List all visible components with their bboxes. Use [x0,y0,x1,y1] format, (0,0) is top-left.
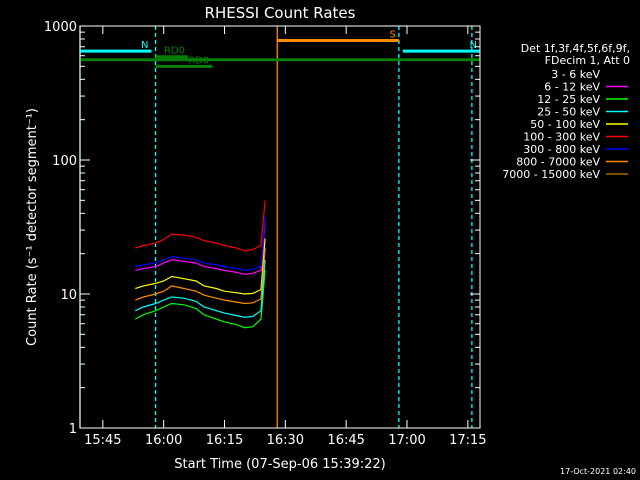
plot-area: NNRD0RD0S [79,26,480,428]
legend-label: 50 - 100 keV [530,118,600,131]
series-line [135,216,266,272]
axes: 15:45 16:00 16:15 16:30 16:45 17:00 17:15 1 10 10… [44,20,487,448]
x-tick-label: 16:00 [145,433,182,448]
series-line [135,238,266,295]
legend-header-line-1: Det 1f,3f,4f,5f,6f,9f, [521,42,630,55]
y-tick-label: 10 [60,288,77,303]
annotation-label: N [141,40,148,51]
annotation-label: S [390,29,396,40]
series-line [135,259,266,318]
annotation-label: RD0 [164,46,185,57]
series-line [135,221,266,276]
series-line [134,283,266,347]
x-tick-label: 17:15 [449,433,486,448]
x-tick-label: 15:45 [84,433,121,448]
y-tick-label: 1000 [44,20,77,35]
y-tick-label: 100 [52,154,77,169]
series-line [135,270,266,329]
x-tick-label: 16:45 [327,433,364,448]
series-line [135,248,266,305]
footer-timestamp: 17-Oct-2021 02:40 [560,467,636,476]
legend-label: 6 - 12 keV [544,81,600,94]
x-tick-label: 17:00 [388,433,425,448]
legend-label: 25 - 50 keV [537,106,600,119]
series-line [135,200,266,252]
legend-label: 300 - 800 keV [523,143,600,156]
x-axis-label: Start Time (07-Sep-06 15:39:22) [174,457,385,472]
legend-label: 7000 - 15000 keV [502,168,600,181]
legend-label: 100 - 300 keV [523,131,600,144]
plot-frame [79,25,481,429]
x-tick-label: 16:30 [267,433,304,448]
legend-label: 800 - 7000 keV [516,156,600,169]
y-tick-label: 1 [69,422,77,437]
y-axis-label: Count Rate (s⁻¹ detector segment⁻¹) [25,108,40,346]
x-tick-label: 16:15 [206,433,243,448]
legend-label: 12 - 25 keV [537,93,600,106]
chart-title: RHESSI Count Rates [205,4,356,22]
annotation-label: N [470,40,477,51]
legend-label: 3 - 6 keV [551,68,600,81]
legend-header-line-2: FDecim 1, Att 0 [545,54,630,67]
